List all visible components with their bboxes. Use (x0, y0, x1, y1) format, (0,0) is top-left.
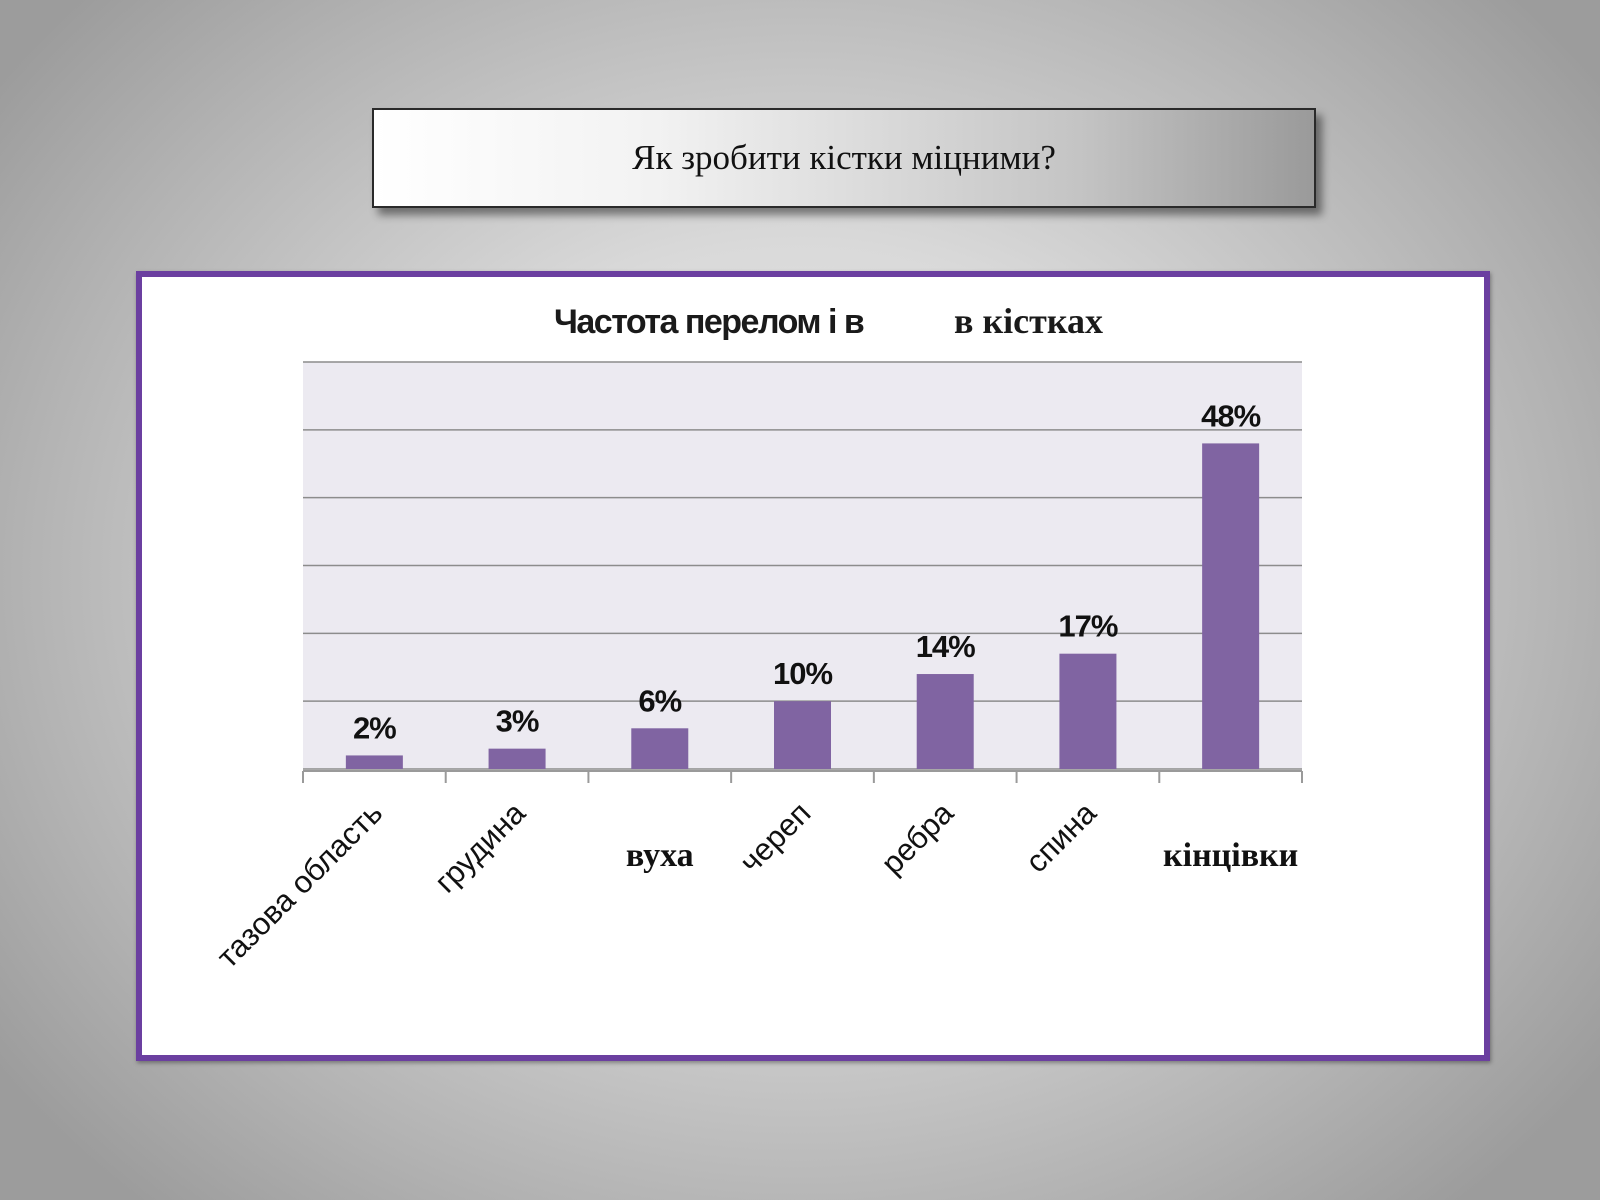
data-label: 48% (1201, 398, 1260, 433)
bar (1202, 443, 1260, 769)
bar (631, 728, 689, 769)
data-label: 3% (496, 704, 539, 739)
bar (774, 701, 831, 769)
data-label: 10% (773, 656, 832, 691)
category-label: череп (733, 795, 818, 880)
bar (488, 748, 546, 769)
slide-title-box: Як зробити кістки міцними? (372, 108, 1316, 208)
bar (1059, 653, 1117, 769)
data-label: 2% (353, 710, 396, 745)
chart-title-part-2: в кістках (954, 301, 1103, 341)
bar (916, 674, 974, 769)
chart-title: Частота перелом і в в кістках (554, 301, 1103, 341)
slide-title: Як зробити кістки міцними? (632, 138, 1056, 177)
plot-area: 2% тазова область 3% грудина 6% вуха 10% череп 1… (210, 361, 1303, 975)
data-label: 14% (916, 629, 975, 664)
category-label: ребра (874, 795, 960, 881)
category-label: кінцівки (1163, 837, 1298, 874)
data-label: 17% (1058, 609, 1117, 644)
category-label: спина (1019, 795, 1104, 880)
category-label: вуха (626, 837, 694, 874)
chart-title-part-1: Частота перелом і в (554, 303, 864, 341)
category-label: грудина (428, 795, 533, 900)
category-label: тазова область (210, 795, 389, 974)
data-label: 6% (638, 683, 681, 718)
bar (345, 755, 403, 769)
